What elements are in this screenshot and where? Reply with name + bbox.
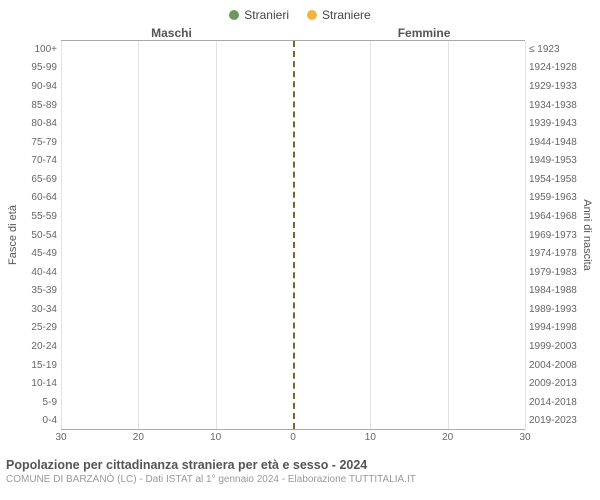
bar-row bbox=[61, 226, 525, 244]
birth-label: 1989-1993 bbox=[525, 300, 580, 319]
age-label: 60-64 bbox=[20, 189, 61, 208]
bar-row bbox=[61, 152, 525, 170]
age-label: 80-84 bbox=[20, 114, 61, 133]
x-tick-label: 10 bbox=[365, 432, 376, 443]
birth-label: 1994-1998 bbox=[525, 319, 580, 338]
bar-row bbox=[61, 300, 525, 318]
age-label: 95-99 bbox=[20, 59, 61, 78]
age-label: 20-24 bbox=[20, 337, 61, 356]
birth-label: 1954-1958 bbox=[525, 170, 580, 189]
bar-row bbox=[61, 133, 525, 151]
birth-label: ≤ 1923 bbox=[525, 40, 580, 59]
chart-area: Fasce di età 100+95-9990-9485-8980-8475-… bbox=[6, 40, 594, 430]
bar-row bbox=[61, 170, 525, 188]
bar-row bbox=[61, 207, 525, 225]
header-right: Femmine bbox=[298, 26, 541, 40]
birth-label: 2014-2018 bbox=[525, 393, 580, 412]
birth-label: 1964-1968 bbox=[525, 207, 580, 226]
birth-label: 2004-2008 bbox=[525, 356, 580, 375]
age-label: 5-9 bbox=[20, 393, 61, 412]
legend-label-male: Stranieri bbox=[244, 8, 289, 22]
age-label: 75-79 bbox=[20, 133, 61, 152]
bar-row bbox=[61, 244, 525, 262]
x-tick-label: 30 bbox=[55, 432, 66, 443]
bar-row bbox=[61, 78, 525, 96]
birth-year-labels: ≤ 19231924-19281929-19331934-19381939-19… bbox=[525, 40, 580, 430]
bar-row bbox=[61, 318, 525, 336]
bar-row bbox=[61, 96, 525, 114]
bar-row bbox=[61, 263, 525, 281]
bar-row bbox=[61, 373, 525, 391]
bar-row bbox=[61, 410, 525, 428]
age-label: 25-29 bbox=[20, 319, 61, 338]
birth-label: 1979-1983 bbox=[525, 263, 580, 282]
x-axis-ticks: 30 20 10 0 10 20 30 bbox=[6, 432, 594, 448]
birth-label: 1949-1953 bbox=[525, 151, 580, 170]
y-axis-label-right: Anni di nascita bbox=[580, 40, 594, 430]
age-label: 70-74 bbox=[20, 151, 61, 170]
birth-label: 1999-2003 bbox=[525, 337, 580, 356]
bar-row bbox=[61, 355, 525, 373]
bar-row bbox=[61, 115, 525, 133]
legend-item-female: Straniere bbox=[307, 8, 371, 22]
legend-label-female: Straniere bbox=[322, 8, 371, 22]
bar-row bbox=[61, 337, 525, 355]
age-label: 85-89 bbox=[20, 96, 61, 115]
swatch-male-icon bbox=[229, 10, 239, 20]
age-label: 15-19 bbox=[20, 356, 61, 375]
age-label: 0-4 bbox=[20, 412, 61, 431]
bar-row bbox=[61, 41, 525, 59]
age-label: 10-14 bbox=[20, 374, 61, 393]
swatch-female-icon bbox=[307, 10, 317, 20]
birth-label: 1984-1988 bbox=[525, 282, 580, 301]
birth-label: 1924-1928 bbox=[525, 59, 580, 78]
birth-label: 1934-1938 bbox=[525, 96, 580, 115]
age-label: 30-34 bbox=[20, 300, 61, 319]
x-tick-label: 20 bbox=[133, 432, 144, 443]
age-label: 40-44 bbox=[20, 263, 61, 282]
legend-item-male: Stranieri bbox=[229, 8, 289, 22]
birth-label: 1959-1963 bbox=[525, 189, 580, 208]
caption-title: Popolazione per cittadinanza straniera p… bbox=[6, 458, 594, 472]
column-headers: Maschi Femmine bbox=[6, 26, 594, 40]
y-axis-label-left: Fasce di età bbox=[6, 40, 20, 430]
age-label: 35-39 bbox=[20, 282, 61, 301]
x-tick-label: 20 bbox=[442, 432, 453, 443]
x-tick-label: 10 bbox=[210, 432, 221, 443]
birth-label: 1939-1943 bbox=[525, 114, 580, 133]
birth-label: 2019-2023 bbox=[525, 412, 580, 431]
plot bbox=[61, 40, 525, 430]
caption: Popolazione per cittadinanza straniera p… bbox=[6, 458, 594, 485]
birth-label: 2009-2013 bbox=[525, 374, 580, 393]
age-label: 65-69 bbox=[20, 170, 61, 189]
caption-subtitle: COMUNE DI BARZANÒ (LC) - Dati ISTAT al 1… bbox=[6, 474, 594, 485]
birth-label: 1944-1948 bbox=[525, 133, 580, 152]
bar-row bbox=[61, 59, 525, 77]
header-left: Maschi bbox=[55, 26, 298, 40]
chart-container: Stranieri Straniere Maschi Femmine Fasce… bbox=[0, 0, 600, 500]
age-labels: 100+95-9990-9485-8980-8475-7970-7465-696… bbox=[20, 40, 61, 430]
bar-row bbox=[61, 281, 525, 299]
age-label: 45-49 bbox=[20, 244, 61, 263]
x-tick-label: 30 bbox=[519, 432, 530, 443]
legend: Stranieri Straniere bbox=[6, 8, 594, 22]
age-label: 55-59 bbox=[20, 207, 61, 226]
age-label: 90-94 bbox=[20, 77, 61, 96]
x-tick-label: 0 bbox=[290, 432, 296, 443]
bar-row bbox=[61, 392, 525, 410]
birth-label: 1974-1978 bbox=[525, 244, 580, 263]
birth-label: 1929-1933 bbox=[525, 77, 580, 96]
age-label: 50-54 bbox=[20, 226, 61, 245]
age-label: 100+ bbox=[20, 40, 61, 59]
bar-row bbox=[61, 189, 525, 207]
birth-label: 1969-1973 bbox=[525, 226, 580, 245]
